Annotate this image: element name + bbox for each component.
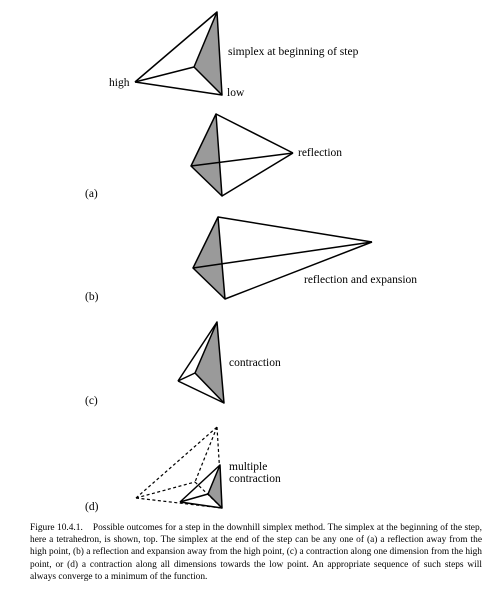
- dashed-edge: [135, 481, 196, 499]
- label-reflection-and-expansion: reflection and expansion: [304, 274, 417, 286]
- contraction-edge: [177, 380, 225, 404]
- figure-caption: Figure 10.4.1. Possible outcomes for a s…: [30, 523, 482, 582]
- original-edge: [134, 66, 195, 83]
- multiple-contraction-shaded-face: [207, 464, 223, 509]
- original-edge: [134, 81, 223, 96]
- label-multiple: multiple: [229, 461, 267, 473]
- label-contraction: contraction: [229, 357, 281, 369]
- expansion-edge: [192, 241, 373, 269]
- label-simplex-at-beginning: simplex at beginning of step: [228, 46, 359, 58]
- label-reflection: reflection: [298, 147, 342, 159]
- expansion-edge: [217, 216, 373, 243]
- reflection-expansion-simplex: [192, 216, 373, 300]
- reflection-edge: [190, 152, 294, 167]
- reflection-shaded-face: [190, 113, 223, 197]
- dashed-edge: [135, 426, 218, 499]
- contraction-simplex: [177, 321, 225, 404]
- multiple-contraction-edge: [179, 501, 223, 509]
- original-simplex: [134, 11, 223, 96]
- simplex-figure: simplex at beginning of step high low re…: [85, 11, 417, 513]
- multiple-contraction-edge: [179, 493, 209, 503]
- reflection-edge: [215, 113, 294, 154]
- label-high: high: [109, 77, 130, 89]
- reflection-edge: [221, 152, 294, 197]
- original-edge: [134, 11, 218, 83]
- expansion-edge: [224, 241, 373, 300]
- reflection-simplex: [190, 113, 294, 197]
- contraction-shaded-face: [194, 321, 225, 404]
- contraction-edge: [177, 372, 196, 382]
- panel-label-c: (c): [85, 395, 98, 407]
- panel-label-b: (b): [85, 291, 99, 303]
- original-shaded-face: [193, 11, 223, 96]
- panel-label-d: (d): [85, 501, 99, 513]
- expansion-shaded-face: [192, 216, 226, 300]
- label-contraction-multiple: contraction: [229, 473, 281, 485]
- dashed-edge: [194, 426, 218, 483]
- panel-label-a: (a): [85, 188, 98, 200]
- contraction-edge: [177, 321, 218, 382]
- multiple-contraction-simplex: [179, 464, 223, 509]
- multiple-contraction-edge: [179, 464, 221, 503]
- label-low: low: [227, 87, 245, 99]
